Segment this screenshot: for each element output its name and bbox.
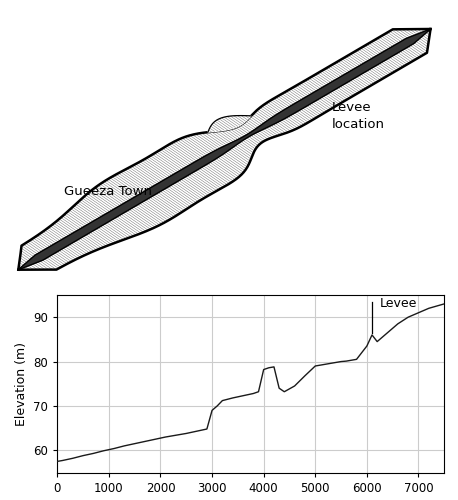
Y-axis label: Elevation (m): Elevation (m) xyxy=(15,342,28,426)
Polygon shape xyxy=(18,29,431,270)
Text: Levee
location: Levee location xyxy=(332,101,385,131)
Polygon shape xyxy=(208,116,251,132)
Text: Gueeza Town: Gueeza Town xyxy=(64,185,152,198)
Text: Levee: Levee xyxy=(380,297,417,310)
Polygon shape xyxy=(18,29,431,270)
